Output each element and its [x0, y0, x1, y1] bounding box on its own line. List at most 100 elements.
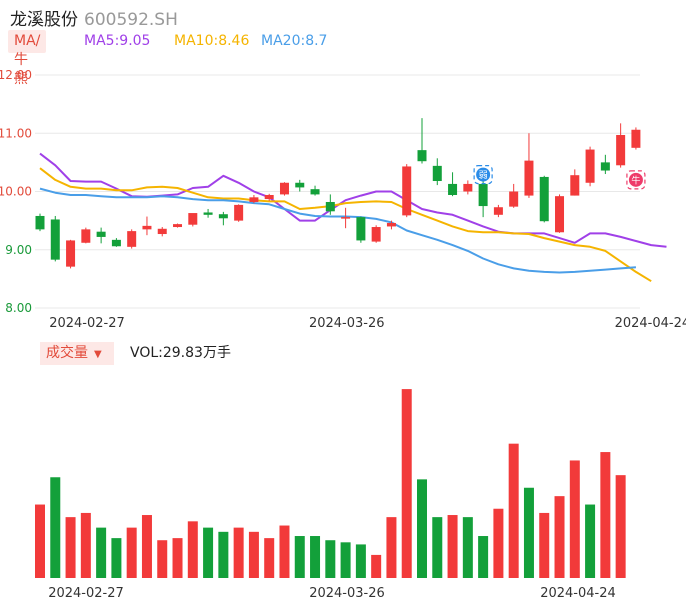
ma10-label: MA10:8.46 — [174, 33, 250, 49]
candle-body — [111, 239, 121, 247]
price-axis: 12.00 11.00 10.00 9.00 8.00 — [0, 68, 32, 315]
volume-bar — [386, 517, 397, 578]
candle — [341, 207, 351, 229]
candle — [35, 213, 45, 232]
candle — [493, 204, 503, 218]
volume-bar — [35, 504, 45, 578]
volume-bar — [157, 540, 168, 578]
volume-bar — [279, 525, 290, 578]
volume-bar — [233, 527, 244, 578]
caret-down-icon: ▼ — [94, 349, 102, 360]
volume-bar — [126, 527, 137, 578]
candle-body — [310, 189, 320, 195]
volume-bar — [264, 538, 275, 578]
marker-dot — [628, 172, 643, 187]
volume-bar — [447, 515, 458, 578]
candle — [356, 216, 366, 243]
date-axis: 2024-02-27 2024-03-26 2024-04-24 — [49, 316, 686, 331]
candle-body — [493, 207, 503, 215]
volume-date-tick-label: 2024-02-27 — [48, 586, 124, 601]
volume-bar — [96, 527, 107, 578]
candle-body — [173, 224, 183, 228]
grid-lines — [35, 74, 640, 309]
candle — [402, 164, 412, 218]
stock-code: 600592.SH — [84, 10, 178, 30]
candle — [585, 146, 595, 187]
volume-bar — [65, 517, 76, 578]
candle-body — [524, 160, 534, 196]
candle — [524, 133, 534, 198]
volume-bar — [248, 531, 259, 578]
candle — [279, 182, 289, 196]
candle — [325, 194, 335, 215]
candle — [203, 208, 213, 218]
candle-body — [218, 214, 228, 219]
volume-bar — [111, 538, 122, 578]
candle — [432, 158, 442, 186]
candle-body — [188, 213, 198, 225]
volume-bar — [462, 517, 473, 578]
volume-bar — [615, 475, 626, 578]
volume-bar — [80, 512, 91, 578]
candle — [111, 238, 121, 247]
volume-bar — [432, 517, 443, 578]
volume-bar — [310, 536, 321, 578]
candle-body — [127, 231, 137, 247]
volume-bar — [187, 521, 198, 578]
candle-body — [35, 215, 45, 230]
signal-markers: 弱牛 — [473, 165, 646, 190]
candle — [555, 194, 565, 233]
price-tick-label: 9.00 — [5, 243, 32, 257]
candle — [127, 229, 137, 249]
candle-body — [157, 228, 167, 235]
candle-body — [96, 231, 106, 237]
volume-bar — [523, 487, 534, 578]
volume-bar — [218, 531, 229, 578]
volume-bar — [478, 536, 489, 578]
volume-selector-button[interactable]: 成交量 ▼ — [40, 342, 114, 365]
candle — [600, 154, 610, 175]
volume-bar — [172, 538, 183, 578]
candle-body — [616, 134, 626, 166]
candle — [417, 118, 427, 164]
volume-bar — [294, 536, 305, 578]
candle — [188, 213, 198, 227]
candle — [509, 183, 519, 208]
volume-bar — [401, 389, 412, 578]
marker-dot — [476, 167, 491, 182]
volume-bar — [141, 515, 152, 578]
ma5-label: MA5:9.05 — [84, 33, 151, 49]
candle-body — [234, 204, 244, 221]
volume-bar — [554, 496, 565, 578]
candle-body — [249, 197, 259, 202]
candle — [570, 169, 580, 196]
volume-selector-label: 成交量 — [46, 345, 88, 361]
volume-bar — [493, 508, 504, 578]
volume-bar — [585, 504, 596, 578]
candle-body — [66, 240, 76, 267]
candle — [539, 175, 549, 223]
signal-marker: 牛 — [626, 170, 646, 190]
candle — [50, 215, 60, 262]
volume-bar — [417, 479, 427, 578]
candle-body — [264, 194, 274, 200]
candle-body — [356, 217, 366, 241]
ma-selector-button[interactable]: MA/牛熊 — [8, 30, 47, 87]
volume-bar — [50, 477, 61, 578]
candle-body — [417, 150, 427, 162]
ma10-line — [39, 167, 652, 283]
volume-value: VOL:29.83万手 — [130, 345, 231, 361]
candle-body — [448, 183, 458, 195]
marker-frame — [473, 165, 493, 185]
candle-body — [371, 227, 381, 242]
price-tick-label: 12.00 — [0, 68, 32, 82]
candlesticks — [35, 118, 641, 269]
candle — [386, 220, 396, 230]
candle-body — [631, 129, 641, 148]
candle — [616, 123, 626, 168]
candle — [310, 185, 320, 196]
volume-bars — [35, 389, 626, 578]
candle — [463, 180, 473, 195]
candle — [249, 194, 259, 204]
